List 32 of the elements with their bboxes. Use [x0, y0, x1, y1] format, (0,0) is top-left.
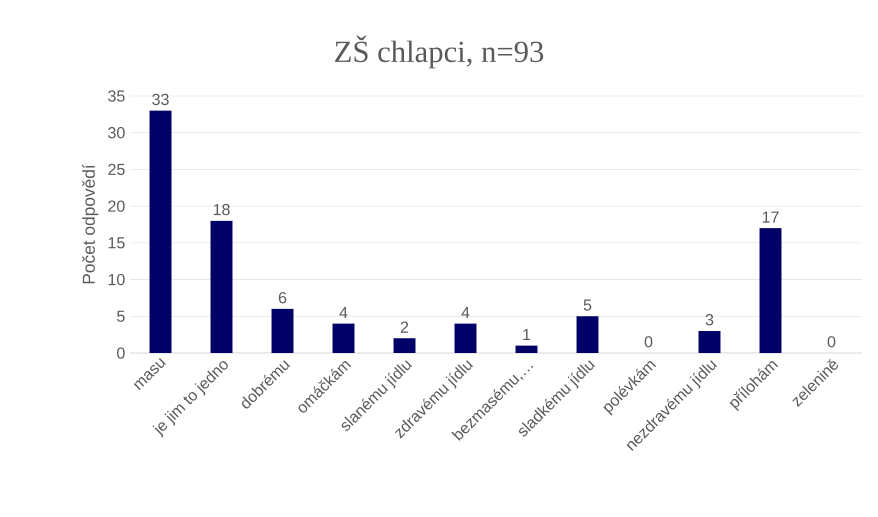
bar [394, 338, 416, 353]
data-label: 4 [461, 307, 470, 318]
bar [760, 228, 782, 353]
y-tick-label: 35 [108, 90, 125, 102]
bar [516, 346, 538, 353]
y-tick-label: 10 [108, 274, 125, 286]
bar [332, 324, 354, 353]
data-label: 1 [523, 329, 530, 340]
y-tick-label: 5 [117, 310, 125, 322]
data-label: 6 [278, 292, 286, 304]
bar [210, 220, 232, 353]
data-label: 18 [214, 204, 230, 216]
data-label: 0 [644, 336, 652, 348]
bar [576, 316, 598, 353]
bar [150, 110, 172, 353]
y-tick-label: 30 [108, 127, 125, 138]
y-tick-label: 25 [108, 164, 125, 176]
y-tick-label: 20 [108, 200, 125, 212]
chart-title: ZŠ chlapci, n=93 [335, 36, 544, 68]
bar [698, 330, 720, 353]
data-label: 0 [828, 336, 836, 348]
bar [454, 324, 476, 353]
bar [272, 308, 294, 353]
data-label: 33 [152, 94, 169, 106]
data-label: 5 [584, 300, 592, 311]
data-label: 3 [706, 314, 714, 326]
y-axis-title: Počet odpovědí [82, 164, 98, 284]
data-label: 4 [339, 307, 348, 318]
y-tick-label: 0 [117, 347, 125, 359]
y-tick-label: 15 [108, 237, 125, 248]
data-label: 17 [762, 212, 779, 223]
data-label: 2 [400, 322, 408, 333]
